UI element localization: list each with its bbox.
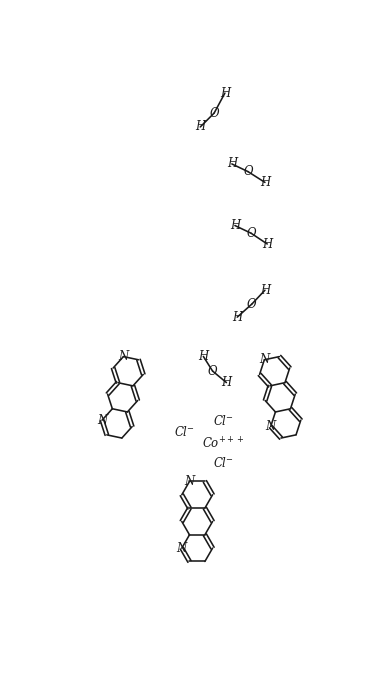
Text: O: O [243,165,253,178]
Text: H: H [260,284,270,297]
Text: H: H [198,350,209,363]
Text: Cl$^{-}$: Cl$^{-}$ [213,414,234,428]
Text: Cl$^{-}$: Cl$^{-}$ [175,425,195,439]
Text: N: N [259,353,269,366]
Text: N: N [118,350,128,363]
Text: Co$^{+++}$: Co$^{+++}$ [202,437,245,452]
Text: H: H [230,219,240,232]
Text: H: H [220,87,230,100]
Text: H: H [262,238,272,250]
Text: O: O [246,227,256,240]
Text: N: N [265,420,276,433]
Text: O: O [208,365,217,378]
Text: N: N [97,414,107,427]
Text: O: O [247,297,257,310]
Text: O: O [209,106,219,120]
Text: N: N [176,542,187,555]
Text: H: H [221,376,231,389]
Text: H: H [227,157,237,170]
Text: H: H [260,176,270,189]
Text: Cl$^{-}$: Cl$^{-}$ [213,456,234,470]
Text: H: H [232,311,242,324]
Text: N: N [184,475,195,488]
Text: H: H [195,120,205,133]
